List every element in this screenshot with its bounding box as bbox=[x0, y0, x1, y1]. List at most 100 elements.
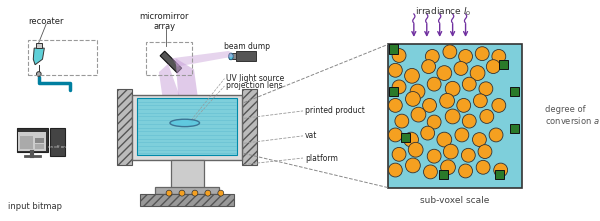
Circle shape bbox=[392, 80, 406, 94]
Circle shape bbox=[392, 49, 406, 63]
Circle shape bbox=[470, 66, 485, 80]
Circle shape bbox=[179, 190, 185, 196]
Circle shape bbox=[492, 50, 506, 63]
Circle shape bbox=[455, 128, 469, 142]
Circle shape bbox=[443, 144, 458, 159]
Bar bbox=[388, 44, 522, 188]
Bar bbox=[137, 98, 238, 155]
Bar bbox=[160, 51, 182, 73]
Polygon shape bbox=[33, 48, 44, 65]
Circle shape bbox=[443, 45, 457, 59]
Circle shape bbox=[463, 114, 476, 128]
Circle shape bbox=[437, 66, 452, 80]
Bar bbox=[389, 44, 398, 54]
Bar bbox=[242, 89, 257, 164]
Text: projection lens: projection lens bbox=[226, 82, 283, 90]
Text: on off on: on off on bbox=[49, 145, 66, 149]
Circle shape bbox=[480, 110, 494, 123]
Ellipse shape bbox=[170, 119, 200, 127]
Bar bbox=[36, 43, 41, 48]
Circle shape bbox=[395, 114, 409, 128]
Circle shape bbox=[440, 93, 454, 108]
Bar bbox=[19, 132, 46, 151]
Circle shape bbox=[421, 126, 434, 140]
Circle shape bbox=[406, 158, 421, 173]
Text: platform: platform bbox=[305, 154, 338, 162]
Circle shape bbox=[427, 77, 441, 91]
Circle shape bbox=[458, 164, 472, 178]
Text: irradiance $I_0$: irradiance $I_0$ bbox=[415, 6, 472, 18]
Bar bbox=[510, 87, 519, 96]
Bar bbox=[236, 51, 256, 61]
Circle shape bbox=[445, 81, 460, 96]
Text: recoater: recoater bbox=[28, 17, 64, 26]
Text: vat: vat bbox=[305, 131, 317, 140]
Bar bbox=[171, 160, 204, 189]
Circle shape bbox=[218, 190, 224, 196]
Polygon shape bbox=[172, 51, 234, 67]
Text: UV light source: UV light source bbox=[226, 74, 284, 83]
Circle shape bbox=[454, 61, 468, 75]
Bar bbox=[495, 170, 505, 179]
Ellipse shape bbox=[229, 53, 233, 60]
Bar bbox=[401, 133, 410, 142]
Circle shape bbox=[166, 190, 172, 196]
Circle shape bbox=[408, 142, 423, 157]
Circle shape bbox=[205, 190, 211, 196]
Bar bbox=[146, 42, 192, 75]
Bar bbox=[17, 128, 48, 152]
Text: micromirror
array: micromirror array bbox=[140, 12, 189, 31]
Circle shape bbox=[463, 77, 476, 91]
Circle shape bbox=[424, 165, 437, 179]
Circle shape bbox=[37, 72, 41, 76]
Polygon shape bbox=[159, 64, 190, 123]
Circle shape bbox=[457, 99, 470, 112]
Text: degree of
conversion $a$: degree of conversion $a$ bbox=[545, 105, 600, 126]
Bar bbox=[35, 144, 44, 149]
Circle shape bbox=[440, 160, 455, 175]
Bar bbox=[118, 89, 132, 164]
Circle shape bbox=[458, 50, 472, 63]
Circle shape bbox=[472, 133, 487, 147]
Circle shape bbox=[427, 115, 441, 129]
Bar bbox=[510, 124, 519, 133]
Text: printed product: printed product bbox=[305, 107, 365, 115]
Circle shape bbox=[406, 91, 421, 106]
Circle shape bbox=[479, 82, 493, 96]
Bar bbox=[28, 40, 97, 75]
Bar bbox=[140, 194, 234, 206]
Circle shape bbox=[427, 149, 441, 163]
Bar bbox=[439, 170, 448, 179]
Bar bbox=[35, 138, 44, 143]
Circle shape bbox=[461, 148, 475, 162]
Bar bbox=[389, 87, 398, 96]
Circle shape bbox=[192, 190, 198, 196]
Circle shape bbox=[388, 163, 402, 177]
Circle shape bbox=[422, 60, 436, 74]
Circle shape bbox=[487, 60, 500, 74]
Circle shape bbox=[404, 132, 418, 147]
Text: sub-voxel scale: sub-voxel scale bbox=[420, 196, 489, 205]
Circle shape bbox=[425, 50, 439, 63]
Bar bbox=[229, 53, 236, 59]
Circle shape bbox=[388, 99, 402, 112]
Circle shape bbox=[478, 145, 492, 158]
Circle shape bbox=[476, 160, 490, 174]
Circle shape bbox=[388, 128, 402, 142]
Circle shape bbox=[422, 99, 436, 112]
Polygon shape bbox=[176, 58, 202, 123]
Circle shape bbox=[411, 107, 426, 122]
Circle shape bbox=[410, 84, 425, 99]
Circle shape bbox=[404, 69, 419, 83]
Bar bbox=[155, 187, 219, 194]
Bar bbox=[132, 95, 242, 160]
Circle shape bbox=[475, 47, 489, 61]
Circle shape bbox=[489, 128, 503, 142]
Text: input bitmap: input bitmap bbox=[8, 202, 62, 211]
Circle shape bbox=[473, 94, 487, 108]
Circle shape bbox=[437, 132, 452, 147]
Bar bbox=[20, 136, 33, 149]
Circle shape bbox=[392, 147, 406, 161]
Circle shape bbox=[492, 99, 506, 112]
Circle shape bbox=[494, 163, 508, 177]
